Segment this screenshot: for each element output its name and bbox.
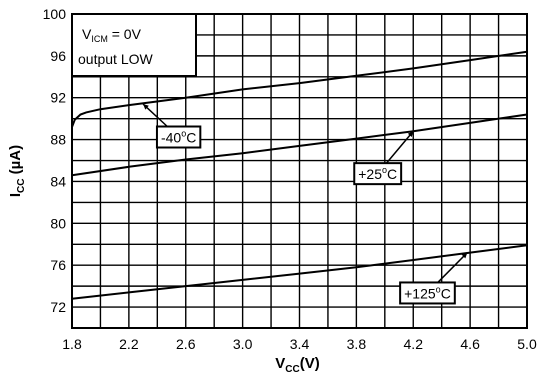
x-tick-label: 2.6 — [176, 336, 196, 352]
annotation-label: +125oC — [404, 284, 451, 301]
annotation-leader — [437, 252, 468, 283]
plot-frame — [71, 13, 528, 329]
condition-box-frame — [71, 13, 197, 77]
x-tick-label: 4.2 — [404, 336, 424, 352]
y-axis-title: ICC (µA) — [7, 145, 27, 197]
series-lines — [71, 50, 528, 300]
annotation-unit: C — [441, 285, 451, 301]
x-axis-title-sub: CC — [285, 364, 299, 375]
y-tick-label: 96 — [50, 48, 66, 64]
condition-line-1: VICM = 0V — [82, 26, 142, 44]
condition-vicm-value: = 0V — [108, 26, 142, 42]
y-tick-label: 100 — [43, 6, 67, 22]
condition-vicm-sub: ICM — [91, 34, 108, 44]
annotation-0: -40oC — [142, 103, 202, 149]
annotation-label: +25oC — [358, 165, 397, 182]
condition-line-2: output LOW — [78, 51, 153, 67]
annotation-1: +25oC — [353, 130, 414, 186]
annotation-temp: +25 — [358, 166, 382, 182]
annotation-degree: o — [382, 165, 387, 175]
y-axis-title-sub: CC — [16, 179, 27, 193]
condition-vicm-main: V — [82, 26, 92, 42]
x-tick-label: 1.8 — [62, 336, 82, 352]
x-tick-label: 3.4 — [290, 336, 310, 352]
annotation-unit: C — [186, 130, 196, 146]
y-tick-label: 72 — [50, 299, 66, 315]
annotation-temp: +125 — [404, 285, 436, 301]
series-line-1 — [71, 113, 528, 177]
y-tick-label: 88 — [50, 132, 66, 148]
x-tick-label: 4.6 — [460, 336, 480, 352]
x-axis-title-unit: (V) — [300, 355, 320, 372]
annotation-degree: o — [436, 284, 441, 294]
x-tick-labels: 1.8 2.2 2.6 3.0 3.4 3.8 4.2 4.6 5.0 — [62, 336, 537, 352]
x-tick-label: 5.0 — [517, 336, 537, 352]
annotation-arrowhead — [143, 104, 149, 110]
x-tick-label: 2.2 — [119, 336, 139, 352]
annotation-unit: C — [387, 166, 397, 182]
x-axis-title-main: V — [275, 355, 285, 372]
annotation-leader — [142, 103, 168, 128]
x-tick-label: 3.0 — [233, 336, 253, 352]
series-line-2 — [71, 244, 528, 300]
annotation-box — [399, 281, 456, 305]
y-tick-label: 80 — [50, 215, 66, 231]
y-axis-title-unit: (µA) — [7, 145, 24, 179]
y-tick-label: 92 — [50, 90, 66, 106]
annotation-arrowhead — [461, 252, 468, 259]
annotation-arrowhead — [407, 131, 414, 138]
annotation-leader — [385, 130, 414, 164]
annotation-temp: -40 — [161, 130, 181, 146]
condition-box: VICM = 0V output LOW — [71, 13, 197, 77]
annotations: -40oC+25oC+125oC — [142, 103, 468, 305]
x-tick-label: 3.8 — [347, 336, 367, 352]
series-line-0 — [71, 50, 528, 128]
annotation-label: -40oC — [161, 129, 196, 146]
annotation-box — [155, 125, 202, 149]
x-axis-title: VCC(V) — [275, 355, 319, 375]
annotation-box — [353, 162, 403, 186]
y-tick-label: 84 — [50, 173, 66, 189]
y-tick-label: 76 — [50, 257, 66, 273]
y-tick-labels: 72 76 80 84 88 92 96 100 — [43, 6, 67, 315]
annotation-degree: o — [181, 129, 186, 139]
annotation-2: +125oC — [399, 252, 468, 305]
y-axis-title-main: I — [7, 193, 24, 197]
